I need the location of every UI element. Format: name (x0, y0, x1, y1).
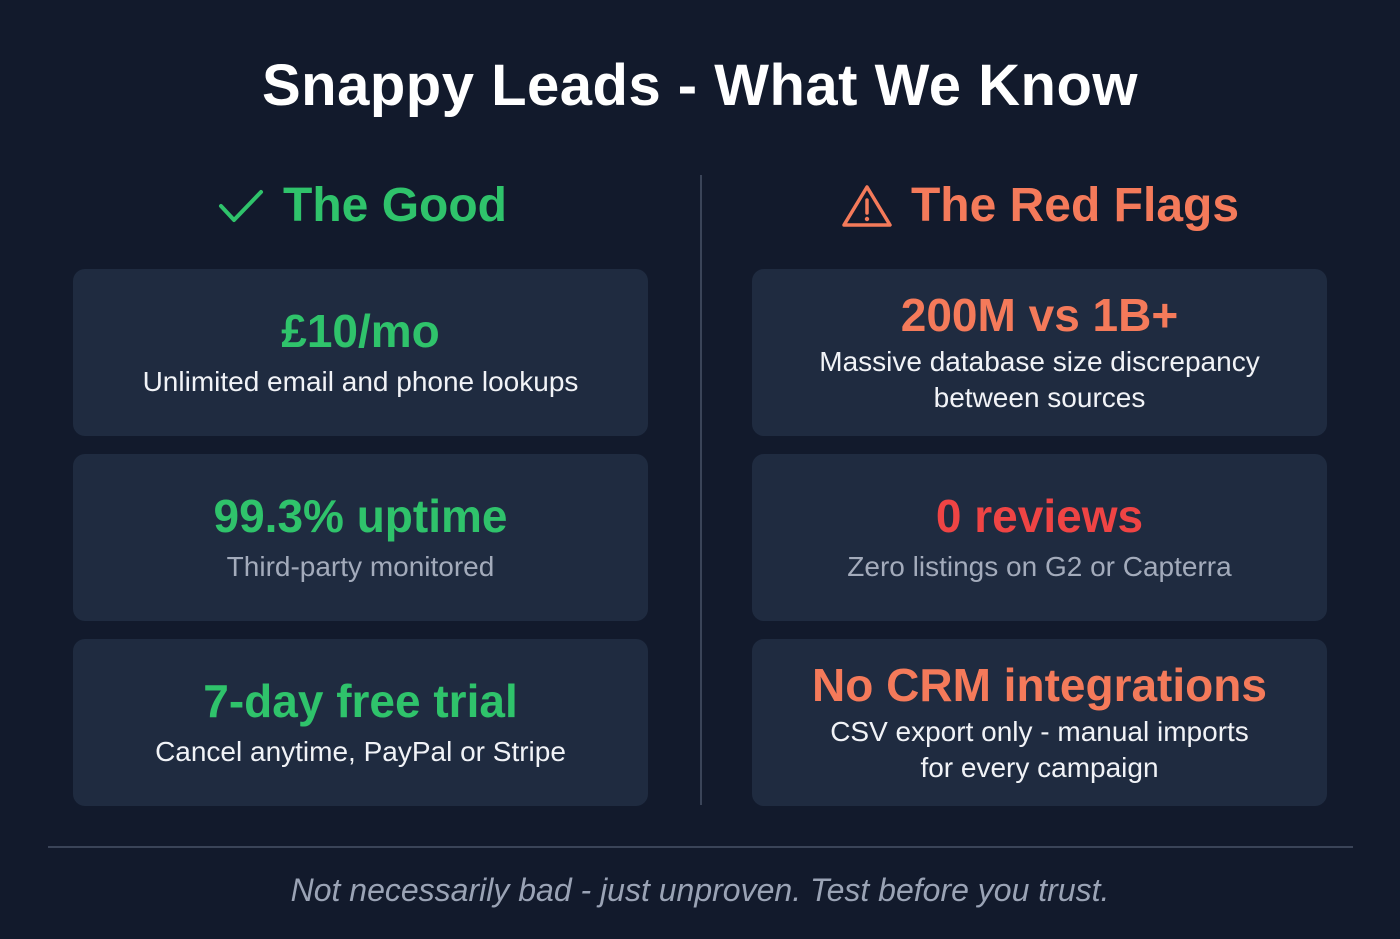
warning-triangle-icon (842, 184, 892, 227)
good-card-price: £10/mo Unlimited email and phone lookups (73, 269, 648, 436)
card-detail: Zero listings on G2 or Capterra (847, 550, 1232, 582)
card-detail: Massive database size discrepancy betwee… (819, 345, 1260, 413)
good-heading-label: The Good (283, 179, 507, 232)
card-detail: Unlimited email and phone lookups (142, 365, 579, 397)
footer-note: Not necessarily bad - just unproven. Tes… (290, 872, 1110, 908)
check-icon (219, 189, 264, 222)
card-headline: 99.3% uptime (213, 489, 508, 542)
card-headline: 200M vs 1B+ (900, 288, 1179, 341)
red-flag-card-database: 200M vs 1B+ Massive database size discre… (752, 269, 1327, 436)
red-flags-heading-label: The Red Flags (910, 179, 1240, 232)
page-title: Snappy Leads - What We Know (261, 53, 1139, 118)
card-detail: CSV export only - manual imports for eve… (830, 715, 1249, 783)
card-detail: Third-party monitored (226, 550, 495, 582)
footer-divider (48, 846, 1353, 848)
red-flag-card-reviews: 0 reviews Zero listings on G2 or Capterr… (752, 454, 1327, 621)
red-flag-card-crm: No CRM integrations CSV export only - ma… (752, 639, 1327, 806)
good-card-uptime: 99.3% uptime Third-party monitored (73, 454, 648, 621)
card-headline: No CRM integrations (812, 658, 1267, 711)
card-headline: 7-day free trial (203, 674, 518, 727)
good-heading: The Good (12, 178, 712, 233)
column-divider (700, 175, 702, 805)
good-card-trial: 7-day free trial Cancel anytime, PayPal … (73, 639, 648, 806)
card-detail: Cancel anytime, PayPal or Stripe (155, 735, 566, 767)
red-flags-heading: The Red Flags (690, 178, 1390, 233)
card-headline: 0 reviews (935, 489, 1144, 542)
card-headline: £10/mo (281, 304, 440, 357)
